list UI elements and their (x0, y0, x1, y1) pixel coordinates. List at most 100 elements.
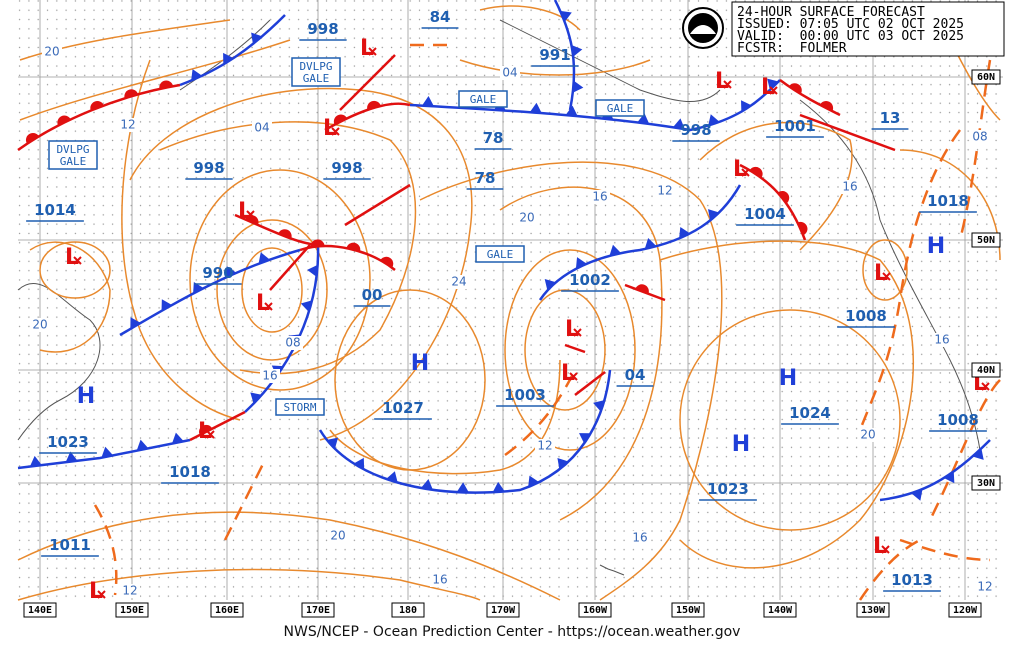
pressure-label: 1003 (504, 386, 546, 404)
low-cross (368, 47, 377, 56)
front-symbol (161, 299, 172, 311)
cold-front (318, 369, 612, 494)
isobar-label: 12 (120, 118, 135, 132)
label-bg (120, 584, 140, 598)
warning-box (458, 90, 508, 108)
noaa-logo (682, 7, 724, 49)
pressure-label: 1008 (937, 411, 979, 429)
motion-arrows (269, 54, 896, 396)
low-center: L (65, 245, 79, 270)
front-symbol (251, 32, 263, 44)
front-symbol (278, 229, 292, 239)
front-symbol (101, 446, 114, 458)
lon-box (210, 602, 244, 618)
isobar-label: 24 (451, 275, 466, 289)
label-bg (430, 573, 450, 587)
warm-front (189, 410, 246, 442)
label-bg (260, 369, 280, 383)
lon-box (671, 602, 705, 618)
label-bg (283, 336, 303, 350)
label-bg (858, 428, 878, 442)
pressure-label: 00 (362, 286, 383, 304)
front-symbol (635, 284, 649, 294)
lon-box (301, 602, 335, 618)
front-symbol (571, 44, 583, 57)
cold-front (538, 184, 742, 301)
label-bg (590, 190, 610, 204)
pressure-label: 998 (331, 159, 362, 177)
isobar-label: 20 (860, 428, 875, 442)
front-symbol (57, 115, 71, 126)
low-center: L (238, 199, 252, 224)
front-symbol (29, 455, 42, 467)
warning-box (275, 398, 325, 416)
lon-box (486, 602, 520, 618)
front-symbol (593, 400, 605, 412)
label-bg (970, 130, 990, 144)
label-bg (118, 118, 138, 132)
low-cross (881, 545, 890, 554)
pressure-label: 78 (483, 129, 504, 147)
isobar-label: 16 (262, 369, 277, 383)
pressure-label: 1018 (169, 463, 211, 481)
lon-label: 140E (28, 605, 52, 616)
warning-box (48, 140, 98, 170)
warning-label: GALE (607, 102, 634, 115)
pressure-label: 13 (880, 109, 901, 127)
front-symbol (258, 252, 270, 264)
front-symbol (199, 424, 213, 436)
low-center: L (715, 69, 729, 94)
front-symbol (90, 100, 104, 111)
low-cross (331, 127, 340, 136)
front-symbol (972, 448, 984, 460)
isobar-label: 12 (977, 580, 992, 594)
front-symbol (560, 10, 572, 22)
low-center: L (874, 261, 888, 286)
pressure-label: 1023 (47, 433, 89, 451)
front-symbol (346, 242, 361, 252)
lat-box (971, 475, 1001, 491)
isobar-label: 16 (842, 180, 857, 194)
warning-box (291, 57, 341, 87)
lat-label: 60N (977, 72, 995, 83)
label-bg (535, 439, 555, 453)
low-center: L (323, 116, 337, 141)
front-symbol (529, 102, 542, 114)
front-symbol (644, 237, 657, 250)
front-symbol (250, 392, 262, 404)
isobar-label: 08 (972, 130, 987, 144)
pressure-label: 1014 (34, 201, 76, 219)
pressure-label: 1002 (569, 271, 611, 289)
lon-box (763, 602, 797, 618)
label-bg (932, 333, 952, 347)
label-bg (30, 318, 50, 332)
cold-front (17, 438, 191, 470)
front-symbol (191, 69, 203, 81)
warning-box (475, 245, 525, 263)
warning-label: GALE (60, 155, 87, 168)
low-cross (981, 382, 990, 391)
front-symbol (367, 100, 381, 110)
isobar-label: 16 (632, 531, 647, 545)
low-center: L (561, 361, 575, 386)
front-symbol (708, 114, 720, 126)
pressure-label: 1013 (891, 571, 933, 589)
front-symbol (579, 433, 591, 444)
pressure-label: 1001 (774, 117, 816, 135)
front-symbol (911, 489, 923, 501)
front-symbol (300, 300, 312, 312)
pressure-label: 998 (307, 20, 338, 38)
warning-label: GALE (470, 93, 497, 106)
lat-label: 40N (977, 365, 995, 376)
lon-label: 140W (768, 605, 793, 616)
front-symbol (421, 96, 434, 107)
low-center: L (761, 75, 775, 100)
front-symbol (386, 471, 398, 483)
front-symbol (353, 457, 365, 470)
front-symbol (672, 118, 685, 130)
front-symbol (565, 105, 578, 117)
lat-label: 30N (977, 478, 995, 489)
lat-label: 50N (977, 235, 995, 246)
cold-front (119, 248, 301, 337)
front-symbol (421, 479, 433, 490)
